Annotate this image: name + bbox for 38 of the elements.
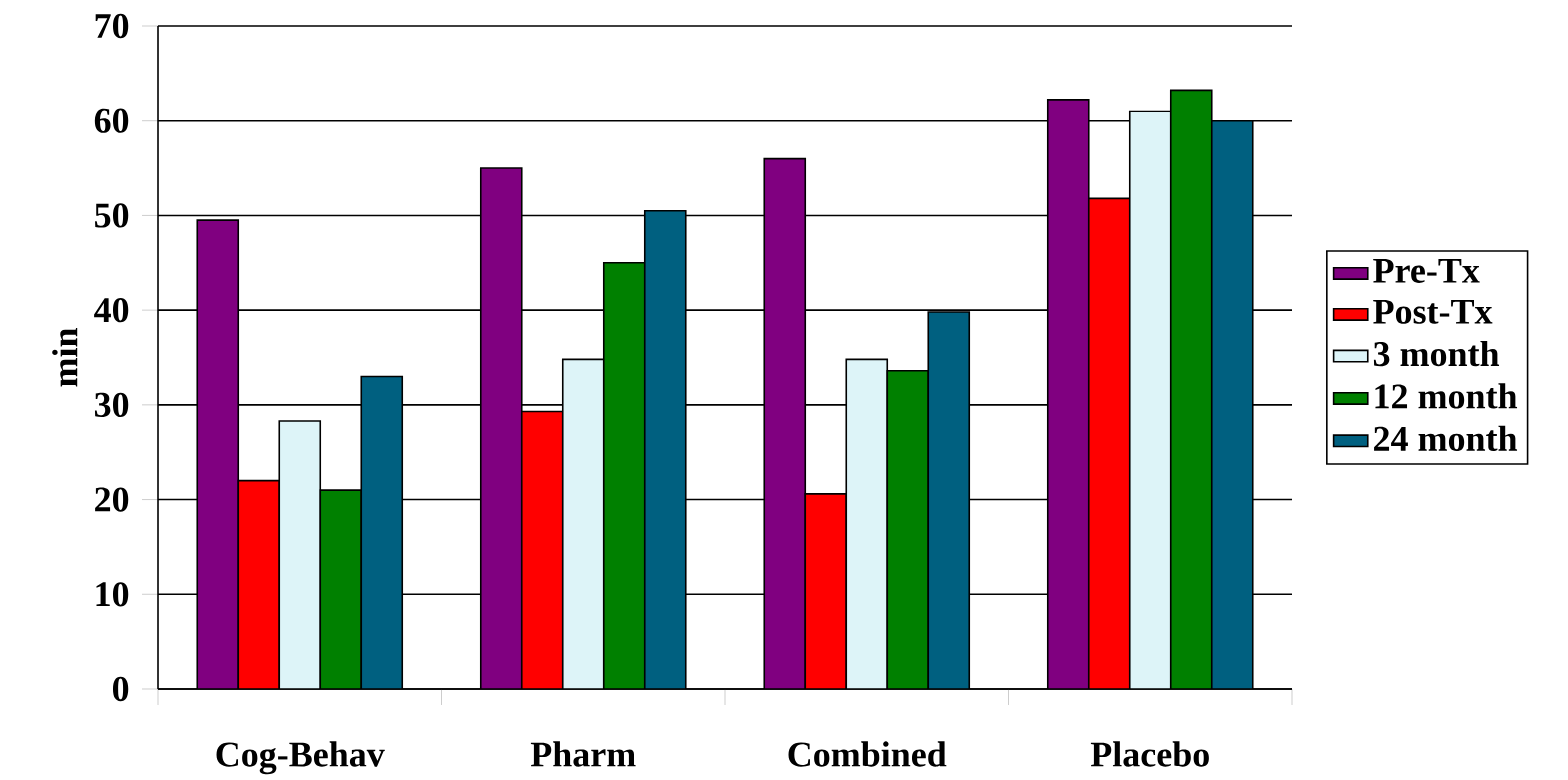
bar: [643, 209, 687, 689]
y-tick-label: 30: [94, 392, 129, 417]
y-axis-title: min: [52, 328, 78, 387]
bar: [886, 369, 930, 689]
bar: [763, 157, 807, 689]
legend-label: Pre-Tx: [1373, 258, 1480, 283]
bar: [1087, 197, 1131, 689]
legend-label: 3 month: [1373, 340, 1500, 367]
legend-label: 12 month: [1375, 383, 1518, 409]
bar: [360, 375, 404, 689]
bar: [196, 219, 240, 689]
y-tick-label: 70: [95, 13, 129, 39]
bar: [1128, 110, 1172, 689]
bar: [602, 261, 646, 689]
legend-label: Post-Tx: [1373, 299, 1493, 324]
legend-label: 24 month: [1374, 425, 1518, 451]
y-tick-label: 50: [95, 203, 129, 228]
bar: [1169, 89, 1213, 689]
bar: [1210, 119, 1254, 689]
y-tick-label: 60: [94, 108, 129, 133]
bar: [520, 410, 564, 689]
x-tick-label: Cog-Behav: [216, 741, 385, 775]
bar: [845, 358, 889, 689]
bar: [1046, 99, 1090, 689]
bar: [804, 493, 848, 689]
bar: [278, 420, 322, 689]
bar: [319, 489, 363, 689]
y-tick-label: 40: [94, 298, 129, 323]
x-tick-label: Combined: [788, 741, 947, 767]
x-tick-label: Placebo: [1090, 741, 1209, 767]
y-tick-label: 20: [95, 487, 129, 512]
bar: [237, 479, 281, 689]
bar: [479, 167, 523, 689]
bar: [927, 311, 971, 689]
bar: [561, 358, 605, 689]
y-tick-label: 0: [112, 676, 129, 702]
y-tick-label: 10: [96, 582, 129, 607]
x-tick-label: Pharm: [530, 741, 636, 767]
